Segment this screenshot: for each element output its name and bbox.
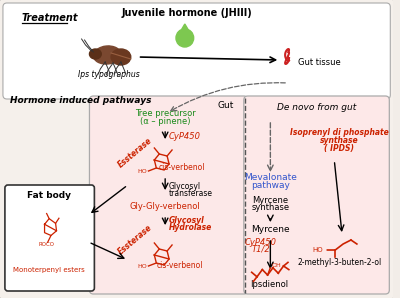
Text: cis-verbenol: cis-verbenol: [159, 163, 205, 172]
FancyBboxPatch shape: [244, 96, 389, 294]
Text: Hormone induced pathways: Hormone induced pathways: [10, 96, 151, 105]
Text: Treatment: Treatment: [22, 13, 78, 23]
Text: transferase: transferase: [169, 189, 213, 198]
FancyBboxPatch shape: [3, 3, 390, 99]
Text: ( IPDS): ( IPDS): [324, 144, 354, 153]
Ellipse shape: [90, 49, 101, 59]
Text: T1/2: T1/2: [251, 245, 270, 254]
Text: Fat body: Fat body: [27, 191, 71, 200]
Text: 2-methyl-3-buten-2-ol: 2-methyl-3-buten-2-ol: [297, 258, 381, 267]
Text: pathway: pathway: [251, 181, 290, 190]
Text: Glycosyl: Glycosyl: [169, 216, 205, 225]
Ellipse shape: [94, 46, 121, 64]
Text: Ips typographus: Ips typographus: [78, 70, 140, 79]
Text: Mevalonate: Mevalonate: [244, 173, 297, 182]
Text: synthase: synthase: [320, 136, 358, 145]
Text: Essterase: Essterase: [116, 136, 154, 170]
Circle shape: [176, 29, 194, 47]
Text: Juvenile hormone (JHIII): Juvenile hormone (JHIII): [122, 8, 252, 18]
Text: Glycosyl: Glycosyl: [169, 182, 201, 191]
Ellipse shape: [111, 49, 131, 65]
Text: HO: HO: [138, 264, 148, 269]
Text: (α – pinene): (α – pinene): [140, 117, 190, 126]
Text: synthase: synthase: [251, 203, 290, 212]
Text: Myrcene: Myrcene: [251, 225, 290, 234]
Text: ROCO: ROCO: [39, 242, 55, 247]
FancyBboxPatch shape: [90, 96, 248, 294]
Text: CyP450: CyP450: [169, 132, 201, 141]
Text: Monoterpenyl esters: Monoterpenyl esters: [13, 267, 85, 273]
Text: HO: HO: [138, 169, 148, 174]
Text: HO: HO: [313, 247, 324, 253]
Text: Myrcene: Myrcene: [252, 196, 288, 205]
Text: Gut: Gut: [218, 101, 234, 110]
Text: Gly-Gly-verbenol: Gly-Gly-verbenol: [130, 202, 200, 211]
Text: cis-verbenol: cis-verbenol: [157, 261, 203, 270]
Text: Gut tissue: Gut tissue: [298, 58, 341, 67]
Text: Hydrolase: Hydrolase: [169, 223, 212, 232]
Text: Isoprenyl di phosphate: Isoprenyl di phosphate: [290, 128, 388, 137]
Text: De novo from gut: De novo from gut: [277, 103, 356, 112]
Text: Essterase: Essterase: [116, 224, 154, 257]
Text: CyP450: CyP450: [244, 238, 276, 247]
FancyBboxPatch shape: [5, 185, 94, 291]
Text: Tree precursor: Tree precursor: [135, 109, 196, 118]
Text: OH: OH: [271, 263, 281, 268]
Text: Ipsdienol: Ipsdienol: [250, 280, 288, 289]
Polygon shape: [179, 24, 191, 34]
